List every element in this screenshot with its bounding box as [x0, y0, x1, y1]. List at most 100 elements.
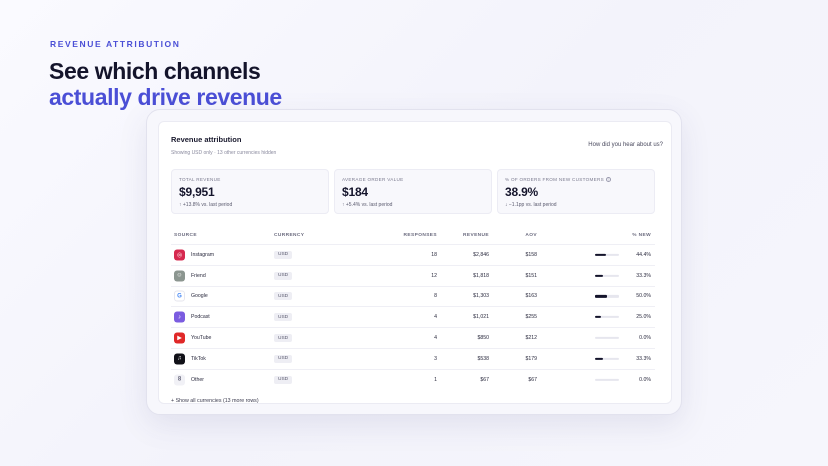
- headline-line-2: actually drive revenue: [49, 84, 282, 110]
- pct-new-bar: [595, 274, 619, 277]
- pct-new-value: 50.0%: [636, 293, 651, 300]
- pct-new-value: 33.3%: [636, 355, 651, 362]
- responses-value: 4: [434, 314, 437, 321]
- revenue-value: $850: [477, 335, 489, 342]
- pct-new-bar: [595, 357, 619, 360]
- kpi-label: AVERAGE ORDER VALUE: [342, 177, 404, 182]
- pct-new-value: 33.3%: [636, 272, 651, 279]
- headline-line-1: See which channels: [49, 58, 261, 84]
- col-revenue[interactable]: REVENUE: [463, 233, 489, 238]
- pct-new-bar-fill: [595, 316, 601, 319]
- table-row[interactable]: ☺ Friend USD 12 $1,818 $151 33.3%: [171, 264, 655, 286]
- currency-badge: USD: [274, 271, 293, 280]
- eyebrow: REVENUE ATTRIBUTION: [50, 39, 181, 49]
- revenue-value: $1,021: [473, 314, 489, 321]
- table-body: ◎ Instagram USD 18 $2,846 $158 44.4% ☺ F…: [171, 244, 655, 390]
- revenue-value: $538: [477, 355, 489, 362]
- kpi-delta: ↑ +13.8% vs. last period: [179, 202, 233, 208]
- kpi-card-total-revenue: TOTAL REVENUE $9,951 ↑ +13.8% vs. last p…: [171, 169, 329, 214]
- pct-new-bar: [595, 253, 619, 256]
- currency-badge: USD: [274, 292, 293, 301]
- responses-value: 4: [434, 335, 437, 342]
- pct-new-bar: [595, 336, 619, 340]
- device-frame: Revenue attribution Showing USD only · 1…: [146, 109, 682, 415]
- revenue-value: $2,846: [473, 251, 489, 258]
- table-header: SOURCE CURRENCY RESPONSES REVENUE AOV % …: [171, 233, 655, 243]
- col-responses[interactable]: RESPONSES: [403, 233, 437, 238]
- revenue-value: $1,818: [473, 272, 489, 279]
- source-name: YouTube: [191, 335, 212, 342]
- pct-new-bar-fill: [595, 357, 603, 360]
- source-name: Friend: [191, 272, 206, 279]
- aov-value: $163: [525, 293, 537, 300]
- pct-new-value: 0.0%: [639, 335, 651, 342]
- kpi-cards: TOTAL REVENUE $9,951 ↑ +13.8% vs. last p…: [171, 169, 655, 214]
- currency-badge: USD: [274, 375, 293, 384]
- kpi-label: % OF ORDERS FROM NEW CUSTOMERS?: [505, 177, 612, 182]
- revenue-value: $67: [480, 376, 489, 383]
- responses-value: 8: [434, 293, 437, 300]
- kpi-card-average-order-value: AVERAGE ORDER VALUE $184 ↑ +5.4% vs. las…: [334, 169, 492, 214]
- responses-value: 12: [431, 272, 437, 279]
- table-row[interactable]: ♫ TikTok USD 3 $538 $179 33.3%: [171, 347, 655, 369]
- col-aov[interactable]: AOV: [525, 233, 537, 238]
- table-row[interactable]: ▶ YouTube USD 4 $850 $212 0.0%: [171, 327, 655, 348]
- aov-value: $151: [525, 272, 537, 279]
- currency-badge: USD: [274, 334, 293, 343]
- table-row[interactable]: ♪ Podcast USD 4 $1,021 $255 25.0%: [171, 306, 655, 327]
- kpi-delta: ↓ −1.1pp vs. last period: [505, 202, 557, 208]
- revenue-attribution-panel: Revenue attribution Showing USD only · 1…: [158, 121, 672, 404]
- kpi-value: $184: [342, 185, 368, 199]
- source-name: Instagram: [191, 251, 215, 258]
- source-name: Google: [191, 293, 208, 300]
- friend-icon: ☺: [174, 270, 185, 282]
- aov-value: $67: [528, 376, 537, 383]
- currency-badge: USD: [274, 250, 293, 259]
- table-row[interactable]: 8 Other USD 1 $67 $67 0.0%: [171, 368, 655, 390]
- source-name: Other: [191, 376, 204, 383]
- responses-value: 3: [434, 355, 437, 362]
- pct-new-bar-fill: [595, 295, 607, 298]
- currency-badge: USD: [274, 313, 293, 322]
- pct-new-bar-fill: [595, 274, 603, 277]
- table-row[interactable]: ◎ Instagram USD 18 $2,846 $158 44.4%: [171, 244, 655, 265]
- pct-new-value: 0.0%: [639, 376, 651, 383]
- kpi-value: $9,951: [179, 185, 215, 199]
- col-currency[interactable]: CURRENCY: [274, 233, 305, 238]
- source-name: Podcast: [191, 314, 210, 321]
- podcast-icon: ♪: [174, 311, 185, 323]
- show-all-currencies-link[interactable]: + Show all currencies (13 more rows): [171, 398, 259, 404]
- youtube-icon: ▶: [174, 332, 185, 344]
- pct-new-bar: [595, 316, 619, 319]
- kpi-card-new-customers: % OF ORDERS FROM NEW CUSTOMERS? 38.9% ↓ …: [497, 169, 655, 214]
- pct-new-bar-fill: [595, 253, 606, 256]
- kpi-delta: ↑ +5.4% vs. last period: [342, 202, 393, 208]
- revenue-value: $1,303: [473, 293, 489, 300]
- aov-value: $212: [525, 335, 537, 342]
- pct-new-bar: [595, 378, 619, 381]
- table-row[interactable]: G Google USD 8 $1,303 $163 50.0%: [171, 285, 655, 307]
- source-name: TikTok: [191, 355, 206, 362]
- pct-new-value: 25.0%: [636, 314, 651, 321]
- instagram-icon: ◎: [174, 249, 185, 261]
- info-icon[interactable]: ?: [606, 177, 612, 182]
- responses-value: 18: [431, 251, 437, 258]
- tiktok-icon: ♫: [174, 353, 185, 365]
- other-icon: 8: [174, 374, 185, 386]
- panel-subtitle: Showing USD only · 13 other currencies h…: [171, 150, 277, 156]
- survey-question-link[interactable]: How did you hear about us?: [588, 142, 663, 148]
- pct-new-bar: [595, 295, 619, 298]
- currency-badge: USD: [274, 354, 293, 363]
- aov-value: $179: [525, 355, 537, 362]
- responses-value: 1: [434, 376, 437, 383]
- kpi-value: 38.9%: [505, 185, 539, 199]
- headline: See which channels actually drive revenu…: [49, 58, 282, 110]
- aov-value: $255: [525, 314, 537, 321]
- col-source[interactable]: SOURCE: [174, 233, 197, 238]
- pct-new-value: 44.4%: [636, 251, 651, 258]
- col-pct-new[interactable]: % NEW: [632, 233, 651, 238]
- aov-value: $158: [525, 251, 537, 258]
- panel-title: Revenue attribution: [171, 135, 242, 144]
- kpi-label: TOTAL REVENUE: [179, 177, 221, 182]
- google-icon: G: [174, 290, 185, 302]
